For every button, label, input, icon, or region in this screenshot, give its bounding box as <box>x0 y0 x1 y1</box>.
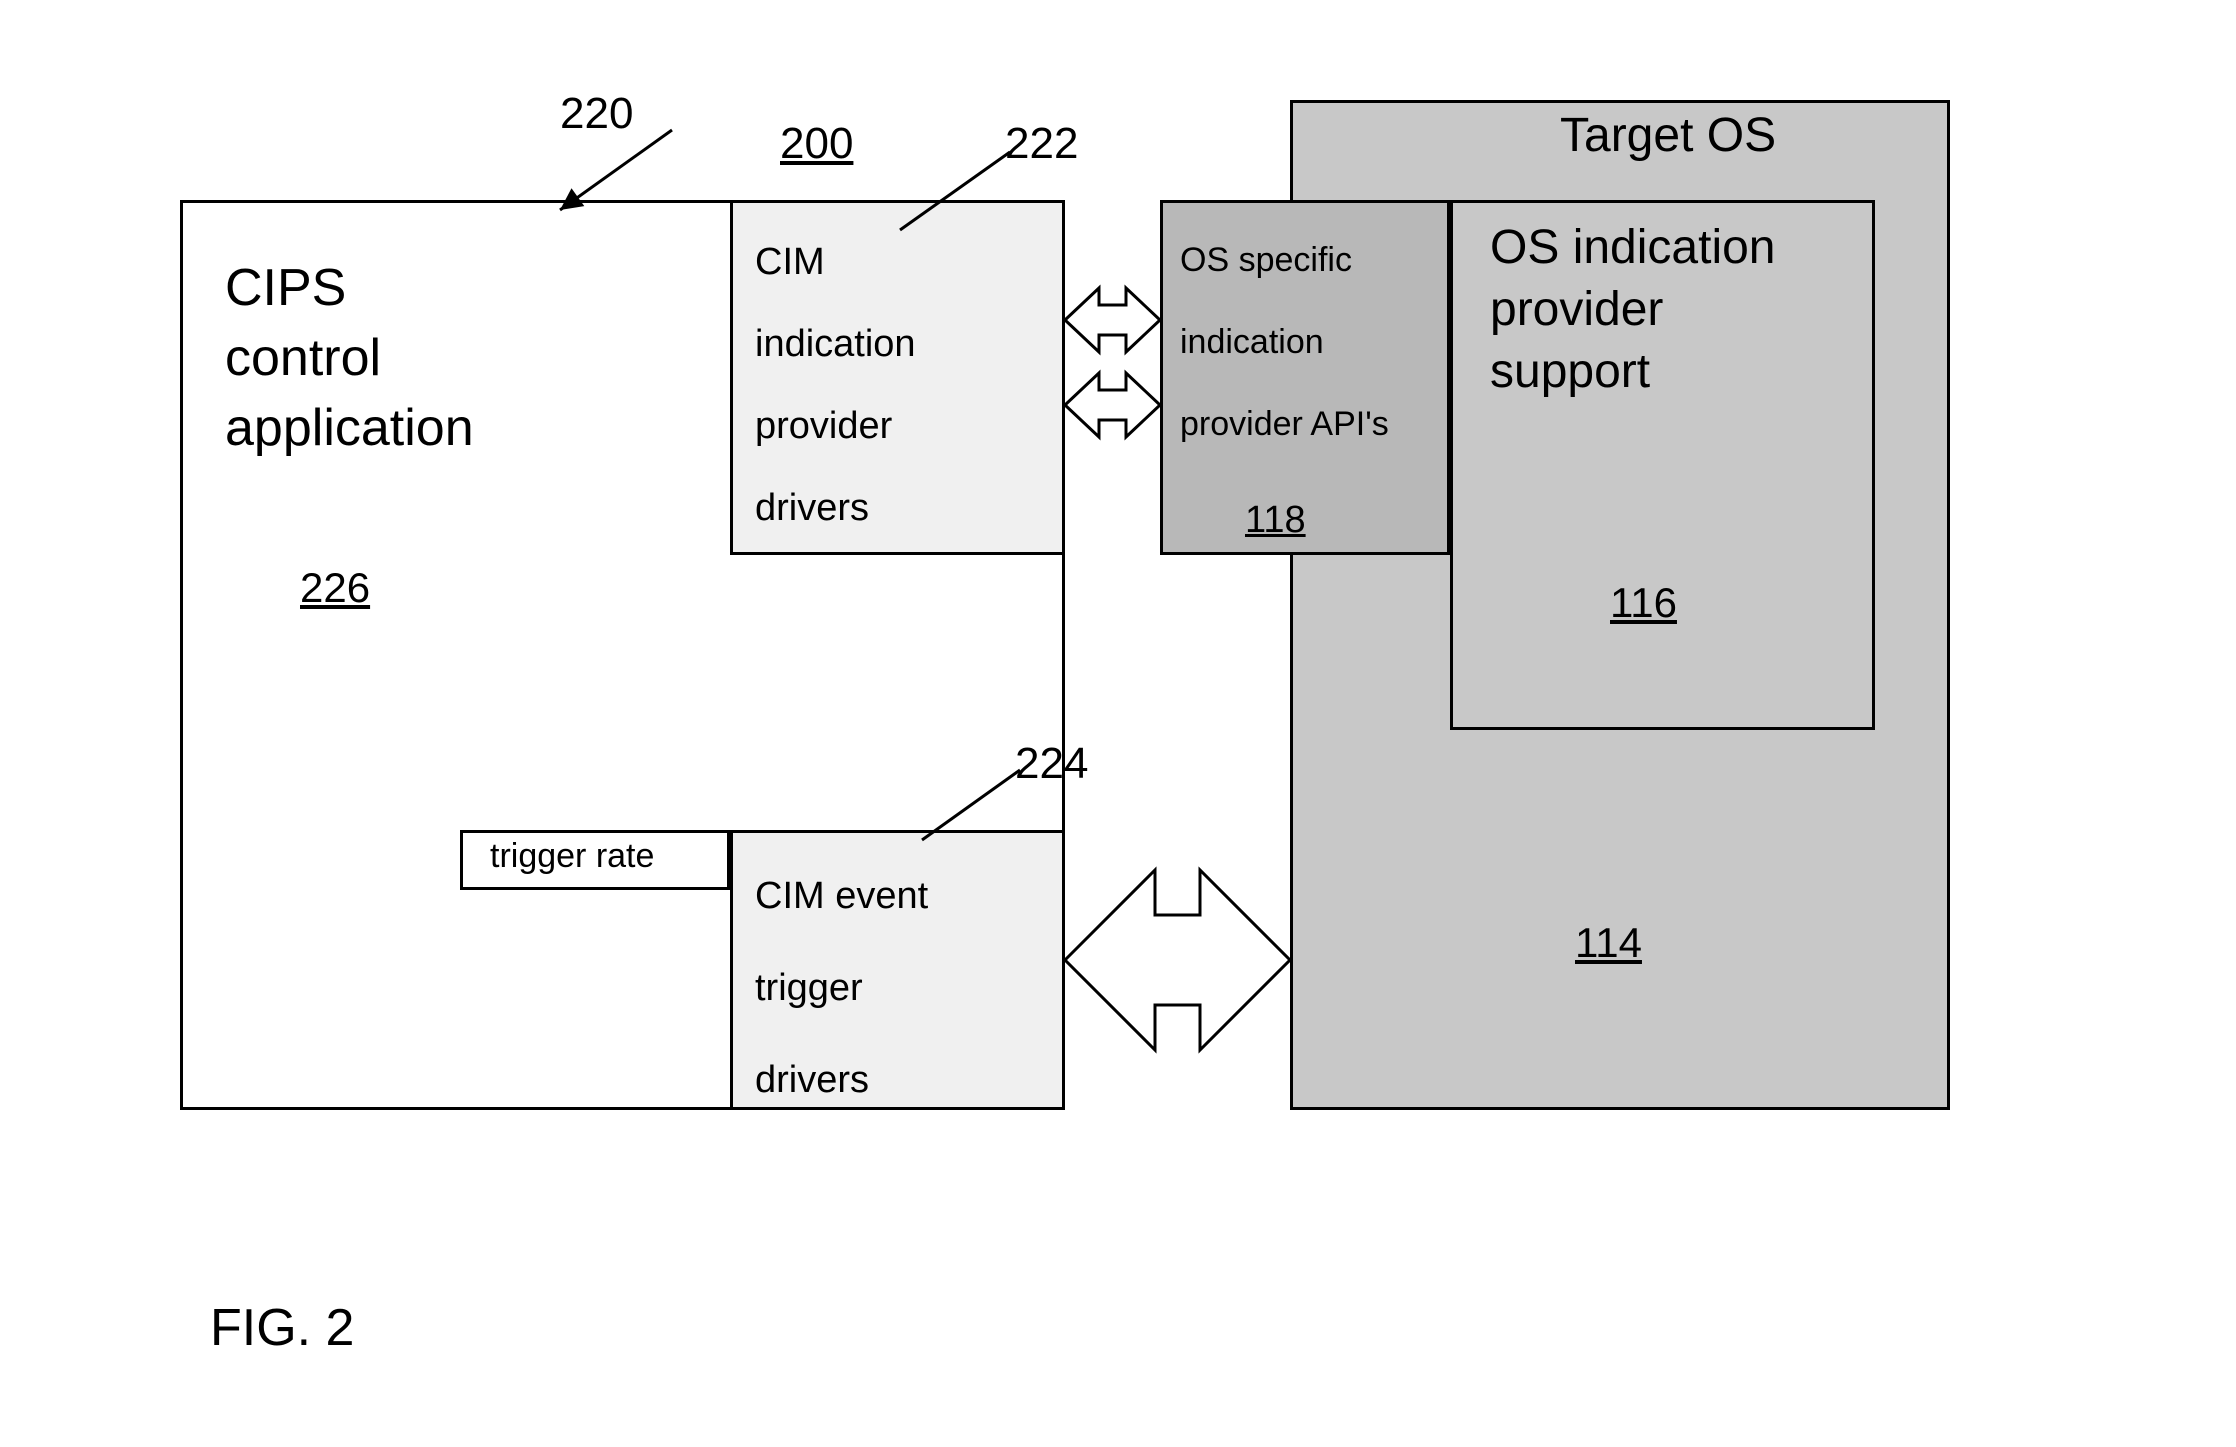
figure-caption: FIG. 2 <box>210 1300 354 1357</box>
cim-event-text: CIM eventtriggerdrivers <box>755 876 928 1152</box>
label-200: 200 <box>780 120 853 168</box>
label-222: 222 <box>1005 120 1078 168</box>
trigger-rate-text: trigger rate <box>490 838 654 875</box>
target-os-title: Target OS <box>1560 110 1776 163</box>
os-api-text: OS specificindicationprovider API's <box>1180 242 1389 488</box>
target-os-ref-114: 114 <box>1575 920 1642 966</box>
label-224: 224 <box>1015 740 1088 788</box>
diagram-stage: Target OS 114 OS specificindicationprovi… <box>0 0 2236 1447</box>
cim-indication-text: CIMindicationproviderdrivers <box>755 242 916 570</box>
cips-title: CIPScontrolapplication <box>225 260 474 470</box>
cips-ref-226: 226 <box>300 565 370 611</box>
os-support-ref-116: 116 <box>1610 580 1677 626</box>
os-support-title: OS indicationprovidersupport <box>1490 222 1776 408</box>
os-api-ref-118: 118 <box>1245 500 1306 542</box>
label-220: 220 <box>560 90 633 138</box>
